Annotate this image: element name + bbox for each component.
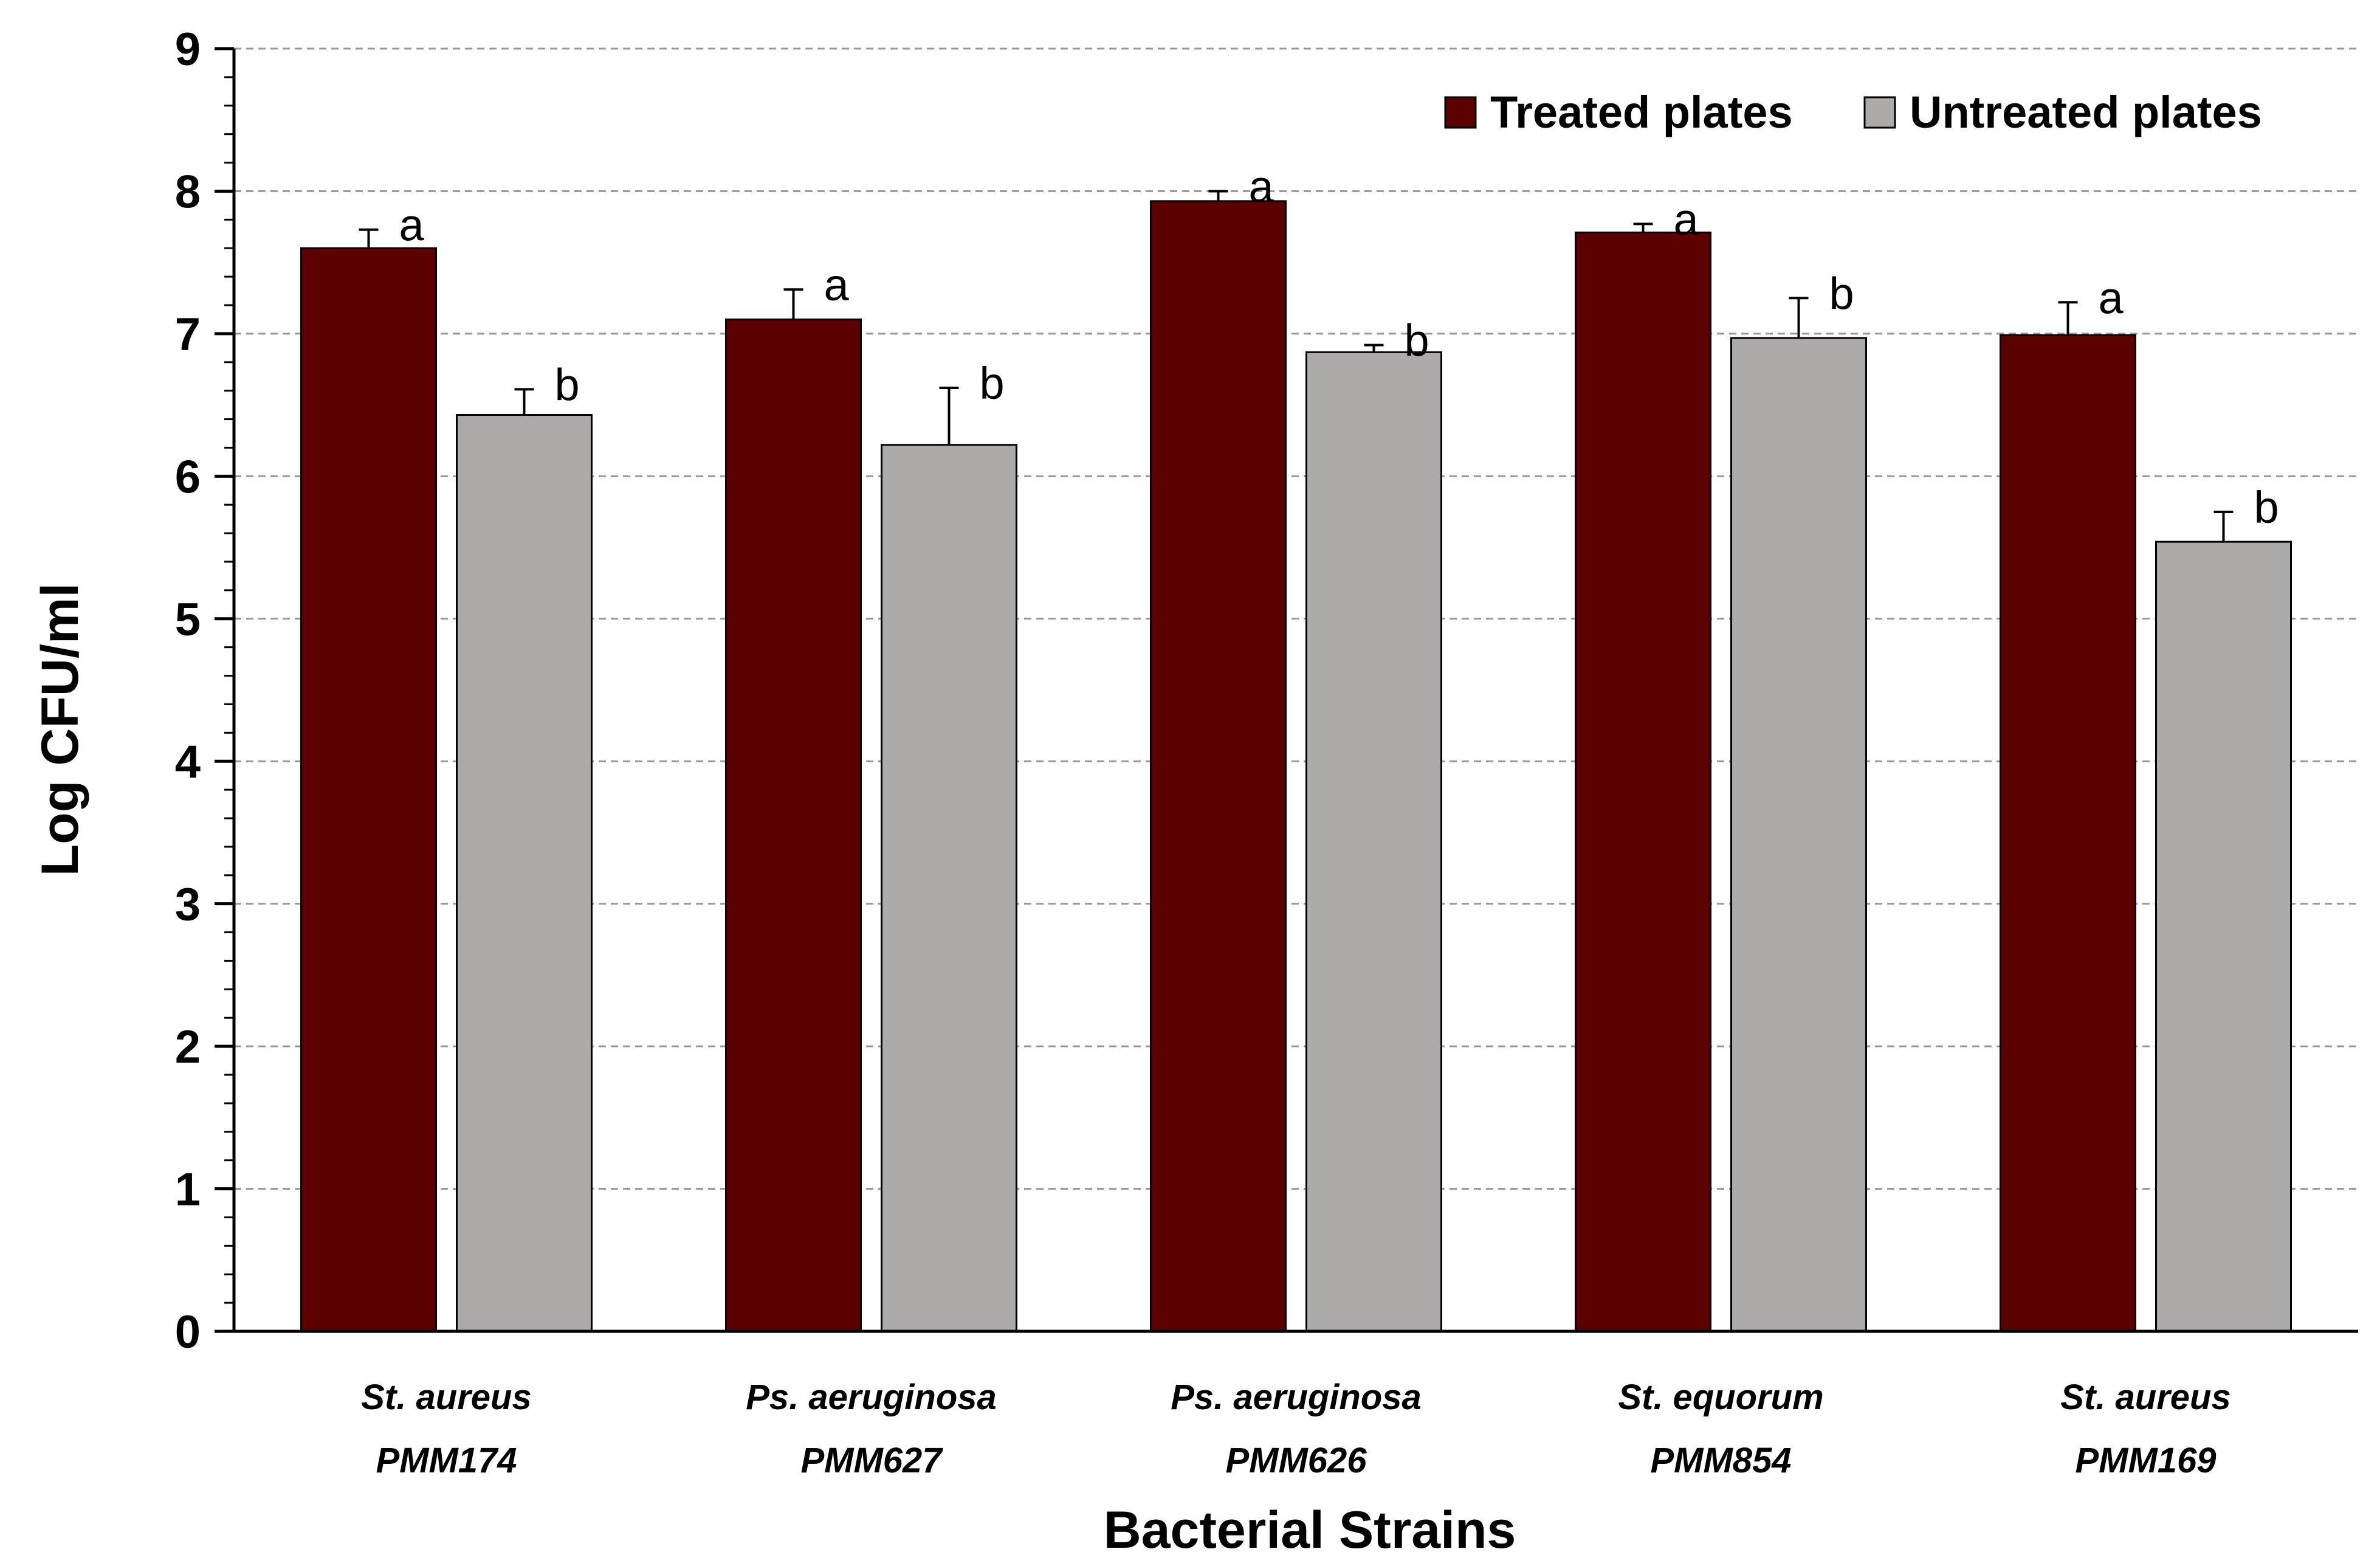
- y-tick-label: 2: [175, 1021, 201, 1073]
- y-tick-label: 6: [175, 451, 201, 503]
- x-tick-label: Ps. aeruginosa: [1171, 1378, 1422, 1417]
- significance-letter: b: [1405, 316, 1429, 366]
- legend-label-treated: Treated plates: [1490, 87, 1793, 137]
- y-tick-label: 3: [175, 879, 201, 931]
- significance-letter: a: [2099, 272, 2124, 323]
- x-tick-label: St. equorum: [1618, 1378, 1823, 1417]
- x-tick-label: Ps. aeruginosa: [746, 1378, 997, 1417]
- x-tick-label: PMM854: [1650, 1441, 1791, 1480]
- bar-untreated: [1305, 351, 1442, 1333]
- bar-untreated: [456, 414, 593, 1333]
- bars: a b a b a b a b a b: [300, 161, 2292, 1333]
- x-axis-title: Bacterial Strains: [1104, 1501, 1516, 1559]
- bar-treated: [1575, 231, 1711, 1333]
- significance-letter: b: [555, 359, 580, 410]
- significance-letter: a: [1249, 161, 1274, 212]
- bar-treated: [725, 318, 862, 1333]
- bar-untreated: [1730, 337, 1867, 1333]
- bar-untreated: [2155, 540, 2292, 1333]
- y-tick-label: 9: [175, 24, 201, 75]
- y-tick-label: 0: [175, 1306, 201, 1358]
- bar-treated: [1150, 200, 1287, 1333]
- x-tick-label: PMM627: [800, 1441, 943, 1480]
- significance-letter: b: [2254, 482, 2279, 533]
- x-tick-label: PMM169: [2075, 1441, 2216, 1480]
- bar-untreated: [881, 444, 1017, 1333]
- x-tick-label: St. aureus: [361, 1378, 531, 1417]
- bar-treated: [2000, 334, 2136, 1333]
- bar-treated: [300, 247, 437, 1333]
- significance-letter: a: [399, 200, 425, 250]
- legend-label-untreated: Untreated plates: [1910, 87, 2262, 137]
- significance-letter: b: [1829, 268, 1854, 319]
- x-tick-label: St. aureus: [2060, 1378, 2230, 1417]
- y-tick-label: 8: [175, 166, 201, 218]
- tick-labels: St. aureus PMM174 Ps. aeruginosa PMM627 Ps. …: [175, 24, 2231, 1480]
- x-tick-label: PMM174: [376, 1441, 517, 1480]
- y-tick-label: 7: [175, 309, 201, 360]
- significance-letter: a: [824, 260, 850, 310]
- legend-swatch-treated: [1444, 96, 1477, 129]
- significance-letter: b: [980, 358, 1005, 409]
- y-axis-title: Log CFU/ml: [31, 583, 89, 877]
- legend: Treated plates Untreated plates: [1444, 87, 2262, 137]
- significance-letter: a: [1674, 194, 1699, 244]
- y-tick-label: 5: [175, 594, 201, 646]
- legend-swatch-untreated: [1863, 96, 1896, 129]
- x-tick-label: PMM626: [1225, 1441, 1367, 1480]
- y-tick-label: 1: [175, 1164, 201, 1216]
- y-tick-label: 4: [175, 736, 201, 788]
- axes: [215, 47, 2358, 1333]
